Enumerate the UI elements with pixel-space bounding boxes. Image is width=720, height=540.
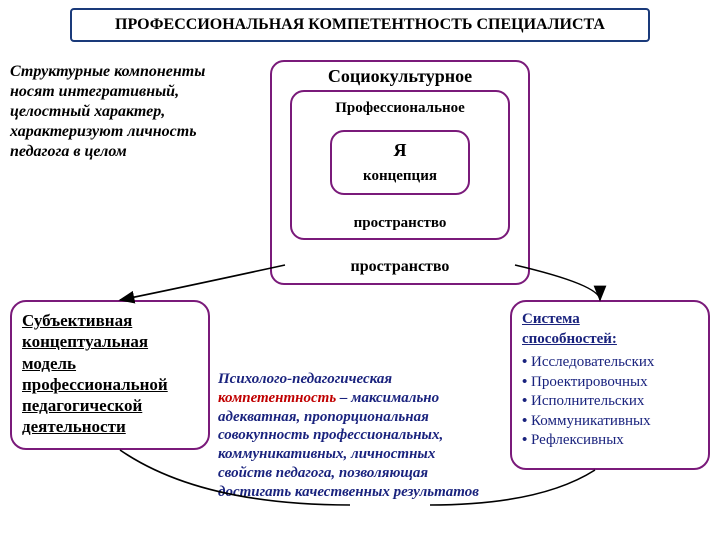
ability-item: • Исполнительских (522, 392, 698, 412)
line: свойств педагога, позволяющая (218, 464, 508, 483)
ability-item: • Рефлексивных (522, 431, 698, 451)
line: характеризуют личность (10, 122, 250, 142)
nested-outer-title: Социокультурное (290, 66, 510, 87)
nested-inner-concept: концепция (330, 168, 470, 185)
line: педагога в целом (10, 142, 250, 162)
line: компетентность – максимально (218, 389, 508, 408)
line: деятельности (22, 416, 198, 437)
line: адекватная, пропорциональная (218, 408, 508, 427)
ability-item: • Проектировочных (522, 373, 698, 393)
bottom-right-box: Система способностей: • Исследовательски… (510, 300, 710, 470)
nested-mid-label: Профессиональное (300, 100, 500, 117)
line: концептуальная (22, 331, 198, 352)
bottom-left-box: Субъективная концептуальная модель профе… (10, 300, 210, 450)
diagram-title: ПРОФЕССИОНАЛЬНАЯ КОМПЕТЕНТНОСТЬ СПЕЦИАЛИ… (70, 8, 650, 42)
line: профессиональной (22, 374, 198, 395)
bottom-center-text: Психолого-педагогическая компетентность … (218, 370, 508, 501)
system-title: Система способностей: (522, 310, 698, 349)
line: модель (22, 353, 198, 374)
nested-inner-ya: Я (330, 140, 470, 161)
line: коммуникативных, личностных (218, 445, 508, 464)
line: совокупность профессиональных, (218, 426, 508, 445)
line: целостный характер, (10, 102, 250, 122)
ability-item: • Коммуникативных (522, 412, 698, 432)
line: Структурные компоненты (10, 62, 250, 82)
ability-item: • Исследовательских (522, 353, 698, 373)
nested-mid-bottom: пространство (300, 215, 500, 232)
line: достигать качественных результатов (218, 483, 508, 502)
top-left-description: Структурные компоненты носят интегративн… (10, 62, 250, 162)
line: Субъективная (22, 310, 198, 331)
ability-list: • Исследовательских• Проектировочных• Ис… (522, 353, 698, 451)
line: Психолого-педагогическая (218, 370, 508, 389)
line: носят интегративный, (10, 82, 250, 102)
line: педагогической (22, 395, 198, 416)
nested-outer-bottom: пространство (290, 258, 510, 276)
